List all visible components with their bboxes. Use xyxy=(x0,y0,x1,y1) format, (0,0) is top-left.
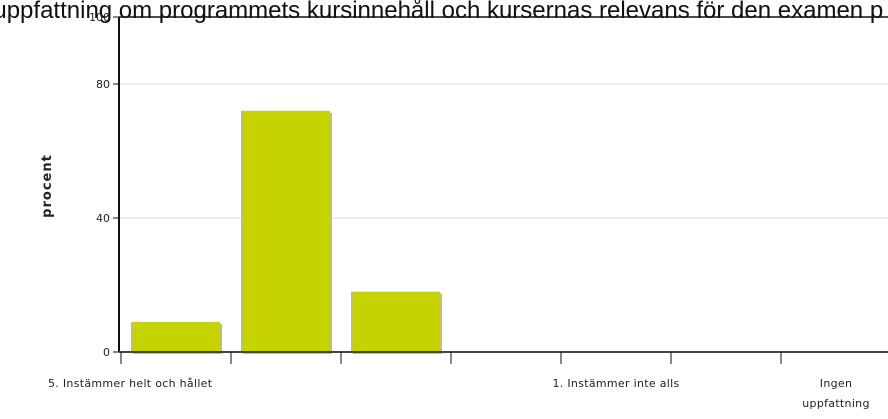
chart-title: ag uppfattning om programmets kursinnehå… xyxy=(0,0,883,24)
x-tick-label: 5. Instämmer helt och hållet xyxy=(48,377,213,390)
x-tick-label: Ingen xyxy=(820,377,852,390)
y-tick-label: 80 xyxy=(96,78,110,91)
labels: 0 40 80 100 5. Instämmer helt och hållet 1. I… xyxy=(48,11,869,410)
bars xyxy=(131,110,442,354)
y-tick-label: 100 xyxy=(89,11,110,24)
y-tick-label: 0 xyxy=(103,346,110,359)
y-tick-label: 40 xyxy=(96,212,110,225)
grid xyxy=(119,16,888,219)
axes xyxy=(113,16,888,364)
bar xyxy=(351,291,440,352)
bar xyxy=(241,110,330,352)
x-tick-label: 1. Instämmer inte alls xyxy=(553,377,680,390)
bar xyxy=(131,321,220,352)
x-tick-label: uppfattning xyxy=(802,397,869,410)
y-axis-label: procent xyxy=(40,154,55,218)
